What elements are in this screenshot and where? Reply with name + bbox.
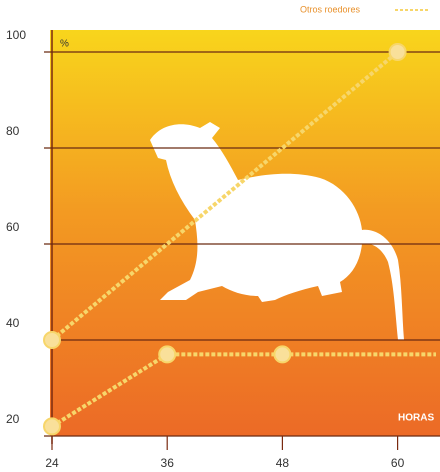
point bbox=[43, 417, 61, 436]
y-tick-label: 60 bbox=[6, 220, 20, 234]
legend-label: Otros roedores bbox=[300, 4, 361, 14]
x-tick-label: 60 bbox=[391, 456, 405, 470]
x-tick-label: 36 bbox=[161, 456, 175, 470]
x-tick-label: 24 bbox=[45, 456, 59, 470]
x-axis-label: HORAS bbox=[398, 413, 434, 424]
point bbox=[388, 43, 407, 61]
y-unit-label: % bbox=[60, 39, 69, 50]
point bbox=[273, 345, 292, 364]
y-tick-label: 20 bbox=[6, 412, 20, 426]
rat-silhouette bbox=[150, 122, 404, 340]
x-tick-label: 48 bbox=[276, 456, 290, 470]
point bbox=[158, 345, 177, 364]
y-tick-label: 40 bbox=[6, 316, 20, 330]
y-tick-label: 100 bbox=[6, 28, 26, 42]
series-line bbox=[50, 50, 399, 342]
series-line bbox=[50, 352, 436, 429]
y-tick-label: 80 bbox=[6, 124, 20, 138]
point bbox=[43, 331, 61, 349]
